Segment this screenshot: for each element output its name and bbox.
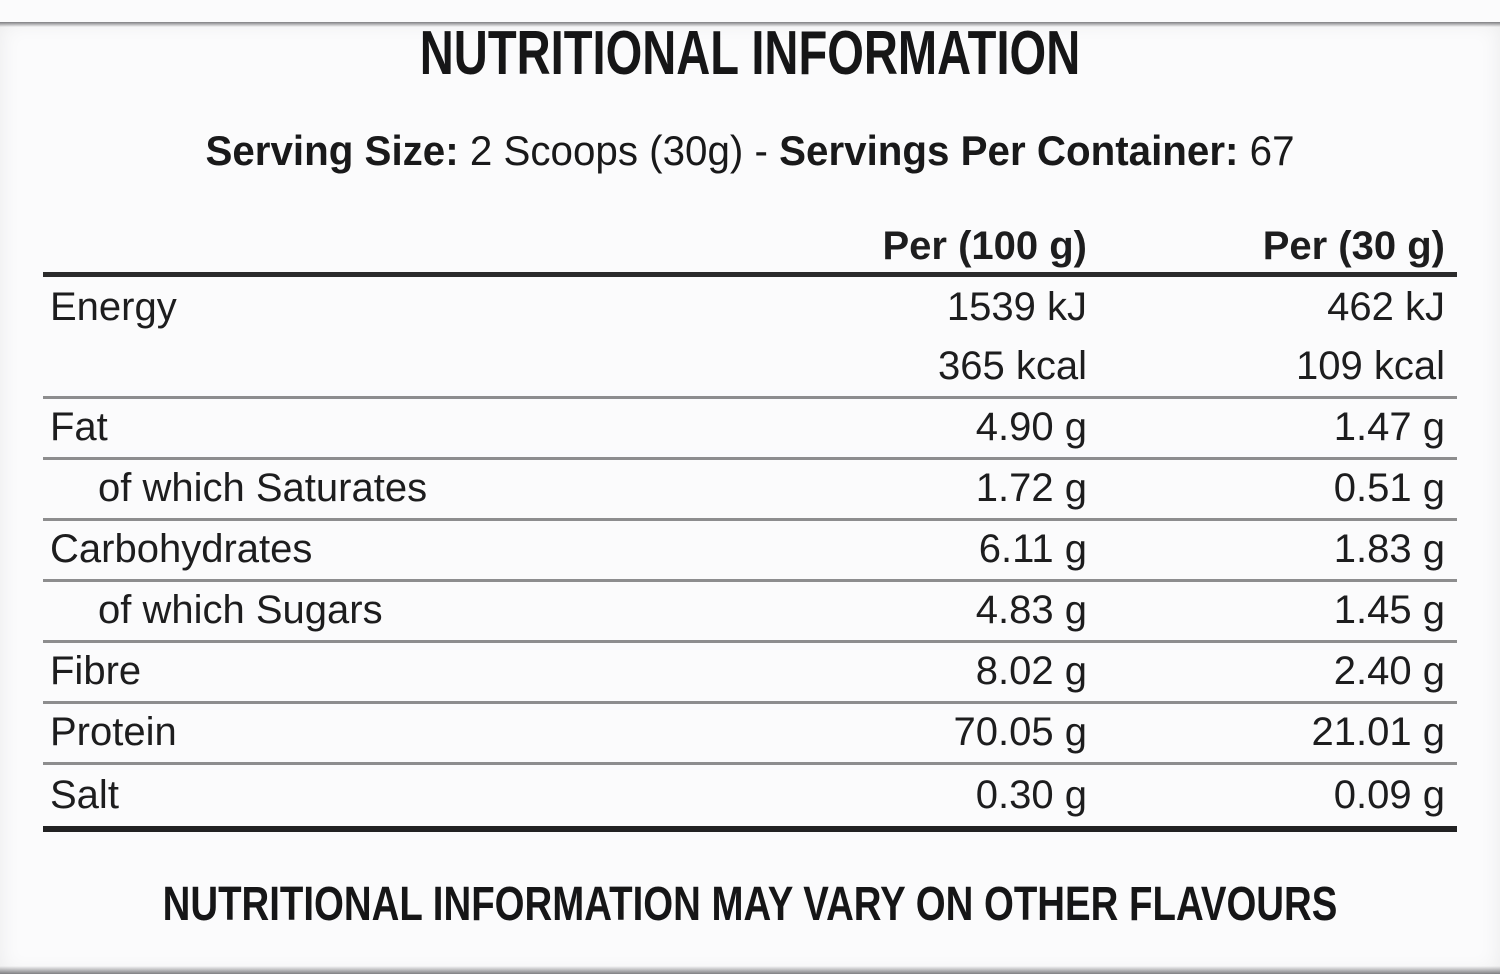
per-30g-value: 0.09 g — [1333, 772, 1445, 817]
footer-note: NUTRITIONAL INFORMATION MAY VARY ON OTHE… — [162, 877, 1338, 931]
table-row: of which Saturates 1.72 g 0.51 g — [43, 460, 1457, 521]
per-100g-value: 4.90 g — [975, 405, 1087, 450]
per-30g-value: 1.45 g — [1333, 588, 1445, 633]
table-row: Protein 70.05 g 21.01 g — [43, 704, 1457, 765]
nutrient-label: Salt — [50, 772, 119, 817]
per-30g-value: 109 kcal — [1296, 344, 1445, 389]
per-30g-value: 1.83 g — [1333, 527, 1445, 572]
per-100g-value: 365 kcal — [938, 344, 1087, 389]
table-row: Fat 4.90 g 1.47 g — [43, 399, 1457, 460]
serving-segment: Serving Size: — [205, 126, 459, 174]
per-100g-value: 70.05 g — [953, 710, 1087, 755]
nutrient-label: Fat — [50, 405, 108, 450]
per-30g-value: 21.01 g — [1311, 710, 1445, 755]
table-row: Fibre 8.02 g 2.40 g — [43, 643, 1457, 704]
per-100g-value: 8.02 g — [975, 649, 1087, 694]
nutrient-label: of which Sugars — [98, 588, 383, 633]
table-row: of which Sugars 4.83 g 1.45 g — [43, 582, 1457, 643]
per-100g-value: 0.30 g — [975, 772, 1087, 817]
nutrient-label: Protein — [50, 710, 177, 755]
per-100g-value: 1539 kJ — [946, 284, 1087, 329]
per-30g-value: 462 kJ — [1327, 284, 1445, 329]
column-header-per-30g: Per (30 g) — [1262, 223, 1445, 268]
photo-edge-bottom — [0, 966, 1500, 974]
per-30g-value: 0.51 g — [1333, 466, 1445, 511]
serving-segment: Servings Per Container: — [779, 126, 1239, 174]
nutrition-table: Per (100 g) Per (30 g) Energy 1539 kJ 46… — [43, 224, 1457, 832]
table-header-row: Per (100 g) Per (30 g) — [43, 224, 1457, 277]
table-row: 365 kcal 109 kcal — [43, 338, 1457, 399]
nutrient-label: Fibre — [50, 649, 142, 694]
table-row: Carbohydrates 6.11 g 1.83 g — [43, 521, 1457, 582]
per-30g-value: 2.40 g — [1333, 649, 1445, 694]
per-100g-value: 6.11 g — [978, 527, 1087, 572]
nutrient-label: of which Saturates — [98, 466, 428, 511]
nutrient-label: Carbohydrates — [50, 527, 313, 572]
per-100g-value: 1.72 g — [975, 466, 1087, 511]
nutrient-label: Energy — [50, 284, 177, 329]
per-30g-value: 1.47 g — [1333, 405, 1445, 450]
page-title: NUTRITIONAL INFORMATION — [419, 19, 1081, 88]
serving-size-line: Serving Size: 2 Scoops (30g) - Servings … — [30, 126, 1470, 174]
per-100g-value: 4.83 g — [975, 588, 1087, 633]
table-row: Salt 0.30 g 0.09 g — [43, 765, 1457, 826]
table-body: Energy 1539 kJ 462 kJ 365 kcal 109 kcal … — [43, 277, 1457, 832]
serving-segment: 67 — [1238, 126, 1295, 174]
column-header-per-100g: Per (100 g) — [882, 223, 1087, 268]
table-header-spacer — [43, 269, 757, 275]
serving-segment: 2 Scoops (30g) - — [458, 126, 780, 174]
table-row: Energy 1539 kJ 462 kJ — [43, 277, 1457, 338]
